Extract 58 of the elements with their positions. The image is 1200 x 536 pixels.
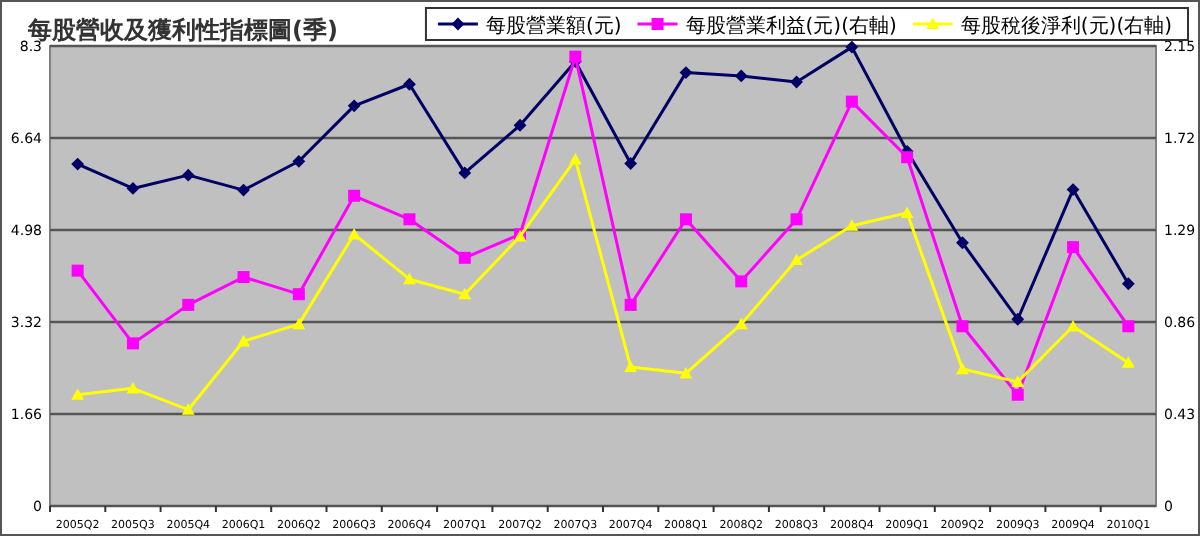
point bbox=[790, 213, 803, 226]
point bbox=[734, 69, 748, 83]
point bbox=[1121, 356, 1135, 368]
point bbox=[679, 66, 693, 79]
point bbox=[845, 40, 859, 54]
point bbox=[513, 118, 527, 132]
legend-label: 每股營業利益(元)(右軸) bbox=[685, 14, 897, 38]
chart-title: 每股營收及獲利性指標圖(季) bbox=[26, 16, 338, 44]
point bbox=[237, 271, 250, 284]
point bbox=[347, 227, 361, 240]
point bbox=[458, 251, 471, 264]
point bbox=[403, 272, 416, 285]
point bbox=[71, 388, 85, 400]
point bbox=[956, 362, 969, 375]
point bbox=[679, 366, 693, 379]
point bbox=[181, 403, 195, 415]
point bbox=[956, 236, 969, 250]
point bbox=[679, 213, 692, 226]
point bbox=[790, 253, 803, 266]
point bbox=[845, 219, 859, 231]
point bbox=[568, 153, 582, 165]
point bbox=[458, 287, 472, 300]
point bbox=[735, 275, 748, 288]
point bbox=[901, 151, 914, 164]
point bbox=[403, 77, 416, 91]
point bbox=[292, 154, 306, 168]
point bbox=[237, 183, 250, 197]
point bbox=[126, 337, 139, 350]
point bbox=[181, 168, 195, 182]
point bbox=[1121, 277, 1135, 291]
point bbox=[347, 99, 361, 113]
point bbox=[71, 157, 85, 171]
point bbox=[1122, 320, 1135, 333]
point bbox=[1067, 241, 1080, 254]
point bbox=[458, 166, 472, 180]
point bbox=[403, 213, 416, 226]
point bbox=[900, 206, 914, 218]
point bbox=[292, 317, 306, 330]
point bbox=[237, 334, 250, 347]
point bbox=[1011, 375, 1025, 388]
point bbox=[1066, 319, 1080, 332]
point bbox=[182, 298, 195, 311]
point bbox=[624, 157, 638, 170]
point bbox=[569, 50, 582, 63]
point bbox=[126, 182, 140, 195]
point bbox=[1011, 312, 1025, 326]
legend-label: 每股稅後淨利(元)(右軸) bbox=[960, 14, 1173, 38]
point bbox=[624, 298, 637, 311]
point bbox=[845, 95, 858, 108]
point bbox=[348, 189, 361, 202]
point bbox=[1011, 388, 1024, 401]
point bbox=[624, 360, 638, 373]
point bbox=[956, 320, 969, 333]
point bbox=[71, 264, 84, 277]
legend-label: 每股營業額(元) bbox=[485, 14, 622, 38]
point bbox=[126, 381, 140, 394]
point bbox=[734, 317, 748, 330]
point bbox=[292, 288, 305, 301]
